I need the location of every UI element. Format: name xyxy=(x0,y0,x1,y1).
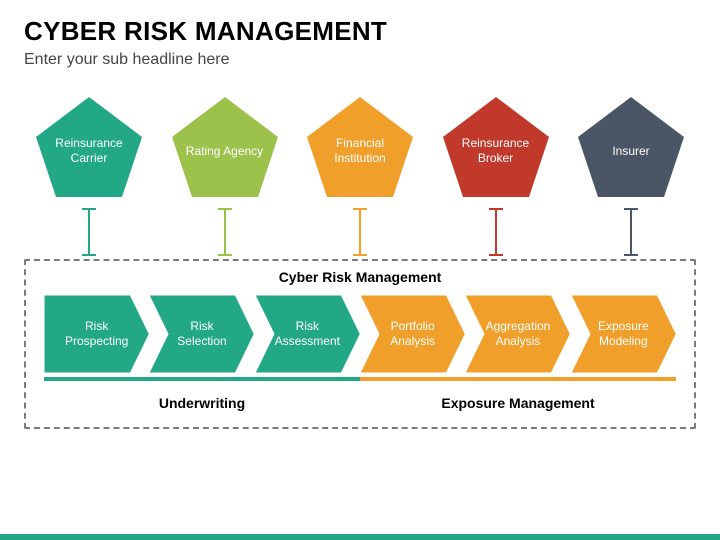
connector-icon xyxy=(488,207,504,257)
pentagon-node: Financial Institution xyxy=(301,93,419,201)
connector-icon xyxy=(352,207,368,257)
pentagon-label: Reinsurance Broker xyxy=(448,128,542,166)
chevron-step: Risk Selection xyxy=(149,295,254,373)
pentagon-node: Insurer xyxy=(572,93,690,201)
pentagon-node: Reinsurance Broker xyxy=(437,93,555,201)
pentagon-label: Rating Agency xyxy=(177,136,271,159)
pentagon-row: Reinsurance Carrier Rating Agency Financia… xyxy=(24,93,696,201)
chevron-label: Portfolio Analysis xyxy=(376,319,450,349)
chevron-label: Risk Prospecting xyxy=(60,319,134,349)
page-subtitle: Enter your sub headline here xyxy=(24,51,696,69)
pentagon-label: Reinsurance Carrier xyxy=(42,128,136,166)
process-box-title: Cyber Risk Management xyxy=(44,269,676,285)
footer-bar xyxy=(0,534,720,540)
connector-icon xyxy=(623,207,639,257)
chevron-label: Risk Selection xyxy=(165,319,239,349)
connector xyxy=(30,207,148,257)
page-title: Cyber Risk Management xyxy=(24,16,696,47)
pentagon-node: Reinsurance Carrier xyxy=(30,93,148,201)
chevron-row: Risk Prospecting Risk Selection Risk Asses… xyxy=(44,295,676,373)
chevron-step: Risk Assessment xyxy=(255,295,360,373)
pentagon-node: Rating Agency xyxy=(166,93,284,201)
chevron-step: Aggregation Analysis xyxy=(465,295,570,373)
chevron-label: Risk Assessment xyxy=(270,319,344,349)
chevron-step: Portfolio Analysis xyxy=(360,295,465,373)
group-underline xyxy=(360,377,676,381)
pentagon-label: Financial Institution xyxy=(313,128,407,166)
chevron-step: Exposure Modeling xyxy=(571,295,676,373)
connector-icon xyxy=(217,207,233,257)
group-label: Exposure Management xyxy=(360,395,676,411)
group-label: Underwriting xyxy=(44,395,360,411)
group-underlines xyxy=(44,377,676,381)
connector-row xyxy=(24,207,696,257)
group-labels: UnderwritingExposure Management xyxy=(44,395,676,411)
chevron-label: Exposure Modeling xyxy=(586,319,660,349)
connector xyxy=(301,207,419,257)
pentagon-label: Insurer xyxy=(584,136,678,159)
group-underline xyxy=(44,377,360,381)
process-box: Cyber Risk Management Risk ProspectingRi… xyxy=(24,259,696,429)
chevron-step: Risk Prospecting xyxy=(44,295,149,373)
chevron-label: Aggregation Analysis xyxy=(481,319,555,349)
connector-icon xyxy=(81,207,97,257)
connector xyxy=(572,207,690,257)
connector xyxy=(166,207,284,257)
slide: Cyber Risk Management Enter your sub hea… xyxy=(0,0,720,540)
connector xyxy=(437,207,555,257)
